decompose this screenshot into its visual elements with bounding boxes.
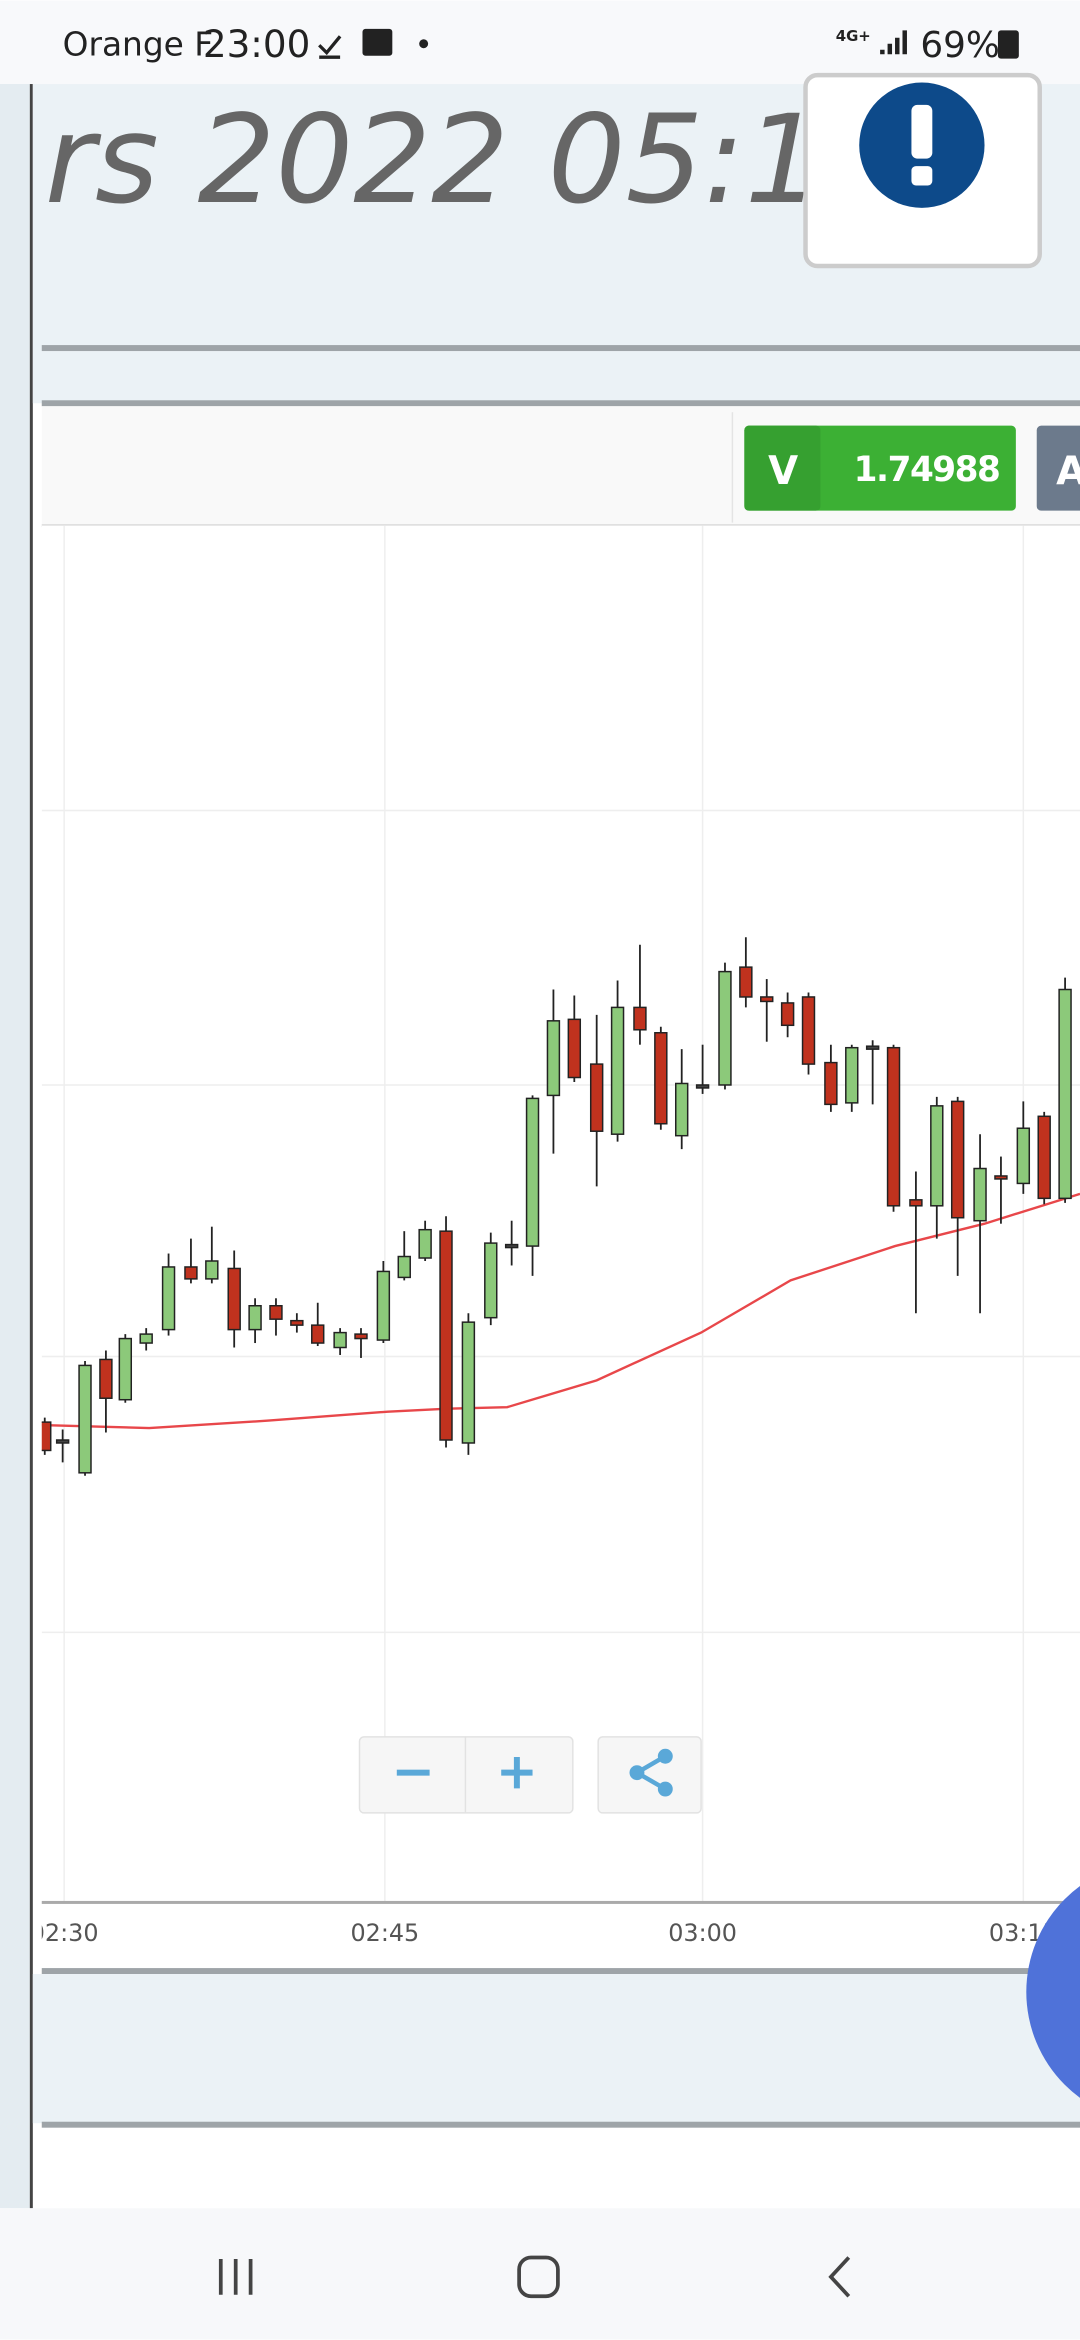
clock: 23:00 (203, 22, 310, 66)
candle-body (567, 1018, 582, 1079)
candle-body (801, 996, 816, 1065)
candle-body (589, 1063, 604, 1132)
candle-body (118, 1337, 133, 1401)
candle-body (1058, 988, 1072, 1200)
candle-body (205, 1260, 219, 1280)
sell-side (744, 425, 821, 511)
candle-body (525, 1097, 540, 1247)
candle-body (269, 1305, 283, 1320)
download-icon (318, 35, 342, 59)
floating-button[interactable] (1026, 1861, 1080, 2124)
battery: 69% (920, 25, 1000, 66)
candle-body (845, 1046, 859, 1104)
candle-body (55, 1439, 70, 1444)
candle-body (99, 1358, 113, 1399)
price: 1.74988 (854, 450, 1000, 490)
share-node (657, 1781, 673, 1797)
candle-body (41, 1421, 52, 1452)
candle-body (439, 1230, 453, 1441)
zoom-in[interactable] (501, 1756, 533, 1789)
x-tick-label: 03:00 (668, 1919, 737, 1947)
candle-body (139, 1333, 153, 1344)
candle-body (930, 1105, 944, 1207)
candle-body (760, 996, 774, 1003)
home-button[interactable] (517, 2255, 560, 2299)
divider (41, 400, 1080, 407)
candle-body (865, 1045, 880, 1050)
network: 4G+ (836, 27, 871, 45)
left-border (29, 84, 33, 2209)
candle-body (610, 1006, 625, 1135)
chart-bg (41, 525, 1080, 1903)
candle-body (1037, 1115, 1051, 1200)
buy-label: A (1056, 449, 1080, 494)
candle-body (418, 1228, 432, 1259)
candle-body (484, 1242, 498, 1319)
candle-body (780, 1002, 795, 1027)
datetime: rs 2022 05:14 (45, 88, 901, 231)
candle-body (227, 1267, 241, 1331)
candle-body (909, 1199, 923, 1207)
candle-body (354, 1333, 368, 1340)
share-button[interactable] (597, 1736, 702, 1814)
status-bar (0, 0, 1080, 85)
candle-body (504, 1243, 519, 1249)
candle-body (973, 1167, 987, 1222)
signal-icon (880, 30, 907, 55)
candle-body (333, 1331, 347, 1349)
candle-body (397, 1255, 411, 1279)
share-node (629, 1765, 645, 1781)
divider (41, 2121, 1080, 2128)
alert-dot (911, 166, 933, 186)
candle-body (461, 1321, 476, 1444)
candle-body (994, 1175, 1008, 1180)
candle-body (376, 1270, 391, 1341)
bottom-panel (32, 1974, 1080, 2124)
carrier: Orange F (63, 26, 213, 64)
candle-body (718, 970, 732, 1086)
x-tick-label: 02:30 (30, 1919, 99, 1947)
moving-average (41, 1192, 1080, 1430)
candle-body (248, 1305, 262, 1331)
candle-body (886, 1046, 901, 1207)
candle-body (78, 1364, 92, 1474)
candle-body (311, 1324, 325, 1344)
recents-button[interactable] (218, 2258, 253, 2295)
x-tick-label: 02:45 (350, 1919, 419, 1947)
divider (41, 345, 1080, 352)
side-label: V (768, 449, 798, 494)
x-axis (41, 1900, 1080, 1904)
candle-body (654, 1032, 668, 1125)
candle-body (739, 966, 753, 998)
divider (41, 1968, 1080, 1975)
zoom-out[interactable] (396, 1769, 430, 1776)
dot (419, 39, 429, 49)
candle-body (824, 1061, 838, 1106)
battery-icon (997, 30, 1019, 59)
nav-bar (0, 2208, 1080, 2340)
candle-body (290, 1319, 304, 1326)
candle-body (695, 1084, 710, 1089)
candle-body (1016, 1127, 1031, 1185)
candle-body (161, 1266, 176, 1331)
buy-button[interactable] (1036, 425, 1080, 511)
price-chart (41, 525, 1080, 1903)
left-edge (0, 84, 30, 2209)
candle-body (950, 1100, 965, 1219)
back-button[interactable] (828, 2256, 851, 2298)
gallery-icon (362, 28, 393, 56)
alert-mark (911, 104, 933, 159)
candle-body (633, 1006, 647, 1031)
candle-body (546, 1020, 561, 1097)
candle-body (675, 1082, 689, 1137)
candle-body (184, 1266, 198, 1280)
share-node (657, 1748, 673, 1764)
